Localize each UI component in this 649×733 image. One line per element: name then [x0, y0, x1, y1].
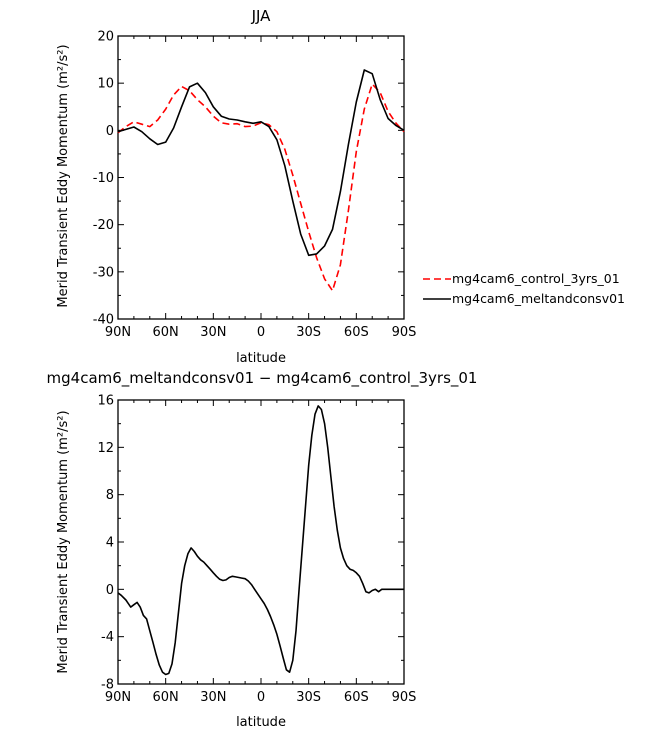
bottom-x-tick-label: 30S [296, 690, 321, 705]
bottom-plot-frame [117, 399, 405, 685]
top-plot-area: 90N 60N 30N 0 30S 60S 90S -40 -30 -20 -10 0 10 20 [93, 30, 417, 341]
top-plot-frame [117, 35, 405, 320]
top-x-tick-label: 90S [392, 325, 417, 340]
bottom-x-tick-label: 30N [200, 690, 226, 705]
bottom-y-tick-label: 4 [106, 536, 114, 551]
top-chart: JJA 90N 60N 30N 0 30S 60S 90S -40 -30 -20 -10 0 10 20… [56, 7, 625, 366]
bottom-x-tick-label: 90N [105, 690, 131, 705]
top-y-tick-label: -30 [93, 265, 114, 280]
top-series-line-0 [117, 83, 405, 292]
top-x-tick-label: 30N [200, 325, 226, 340]
top-x-axis-label: latitude [236, 351, 286, 366]
bottom-y-tick-label: 0 [106, 583, 114, 598]
bottom-chart-title: mg4cam6_meltandconsv01 − mg4cam6_control… [47, 369, 478, 388]
top-series-line-1 [117, 69, 405, 257]
bottom-x-tick-label: 0 [257, 690, 265, 705]
bottom-y-tick-label: -8 [101, 678, 114, 693]
legend-label-melt: mg4cam6_meltandconsv01 [452, 291, 625, 306]
legend: mg4cam6_control_3yrs_01 mg4cam6_meltandc… [423, 271, 625, 306]
bottom-x-tick-label: 60S [344, 690, 369, 705]
bottom-x-axis-label: latitude [236, 715, 286, 730]
top-x-tick-label: 90N [105, 325, 131, 340]
top-y-tick-label: 0 [106, 124, 114, 139]
top-y-tick-label: -40 [93, 313, 114, 328]
bottom-y-tick-label: 16 [97, 394, 114, 409]
top-y-tick-label: 20 [97, 30, 114, 45]
bottom-plot-area: 90N 60N 30N 0 30S 60S 90S -8 -4 0 4 8 12 16 [97, 394, 416, 706]
top-chart-title: JJA [251, 7, 272, 25]
top-y-tick-label: -10 [93, 171, 114, 186]
top-y-axis-label: Merid Transient Eddy Momentum (m²/s²) [56, 44, 71, 307]
top-x-tick-label: 60N [153, 325, 179, 340]
bottom-y-axis-label: Merid Transient Eddy Momentum (m²/s²) [56, 410, 71, 673]
top-x-tick-label: 30S [296, 325, 321, 340]
top-y-tick-label: -20 [93, 218, 114, 233]
top-x-tick-label: 0 [257, 325, 265, 340]
legend-label-control: mg4cam6_control_3yrs_01 [452, 271, 620, 286]
bottom-y-tick-label: 8 [106, 488, 114, 503]
bottom-x-tick-label: 90S [392, 690, 417, 705]
bottom-x-tick-label: 60N [153, 690, 179, 705]
bottom-y-tick-label: -4 [101, 630, 114, 645]
bottom-y-tick-label: 12 [97, 441, 114, 456]
bottom-chart: mg4cam6_meltandconsv01 − mg4cam6_control… [47, 369, 478, 730]
top-y-tick-label: 10 [97, 77, 114, 92]
bottom-series-line-0 [117, 405, 404, 676]
top-x-tick-label: 60S [344, 325, 369, 340]
